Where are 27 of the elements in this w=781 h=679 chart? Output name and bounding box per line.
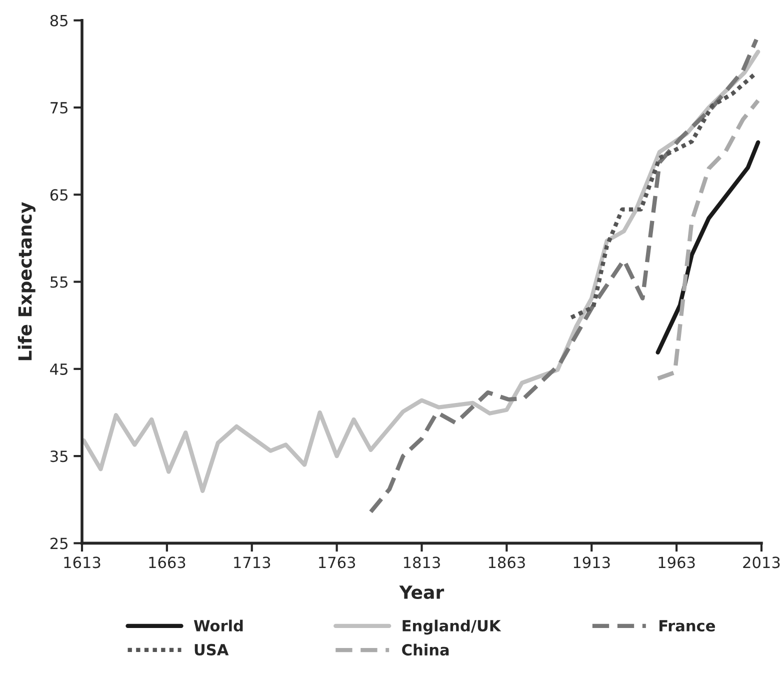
legend-label: China — [402, 644, 449, 656]
legend-label: England/UK — [402, 620, 502, 635]
y-tick-label: 45 — [50, 364, 68, 375]
x-tick-label: 1763 — [319, 556, 356, 568]
x-tick-label: 1663 — [149, 556, 186, 568]
y-tick-label: 35 — [50, 450, 68, 462]
line-series — [656, 98, 760, 381]
line-series — [368, 37, 758, 514]
x-tick-label: 1863 — [488, 556, 525, 568]
x-tick-label: 1613 — [64, 556, 100, 568]
line-series — [656, 140, 760, 354]
legend-label: USA — [194, 644, 229, 656]
legend-label: World — [194, 620, 243, 632]
line-series — [82, 50, 760, 493]
y-tick-label: 55 — [50, 276, 68, 288]
x-tick-label: 1813 — [404, 556, 440, 568]
x-axis-title: Year — [399, 586, 444, 600]
y-tick-label: 85 — [50, 14, 68, 26]
x-tick-label: 1963 — [658, 556, 695, 568]
legend-label: France — [660, 620, 715, 632]
y-axis-title: Life Expectancy — [18, 202, 36, 360]
y-tick-label: 75 — [50, 102, 68, 114]
x-tick-label: 1713 — [234, 556, 270, 568]
x-tick-label: 2013 — [743, 556, 780, 568]
x-tick-label: 1913 — [574, 556, 610, 568]
y-tick-label: 25 — [50, 538, 68, 550]
y-tick-label: 65 — [50, 189, 68, 201]
